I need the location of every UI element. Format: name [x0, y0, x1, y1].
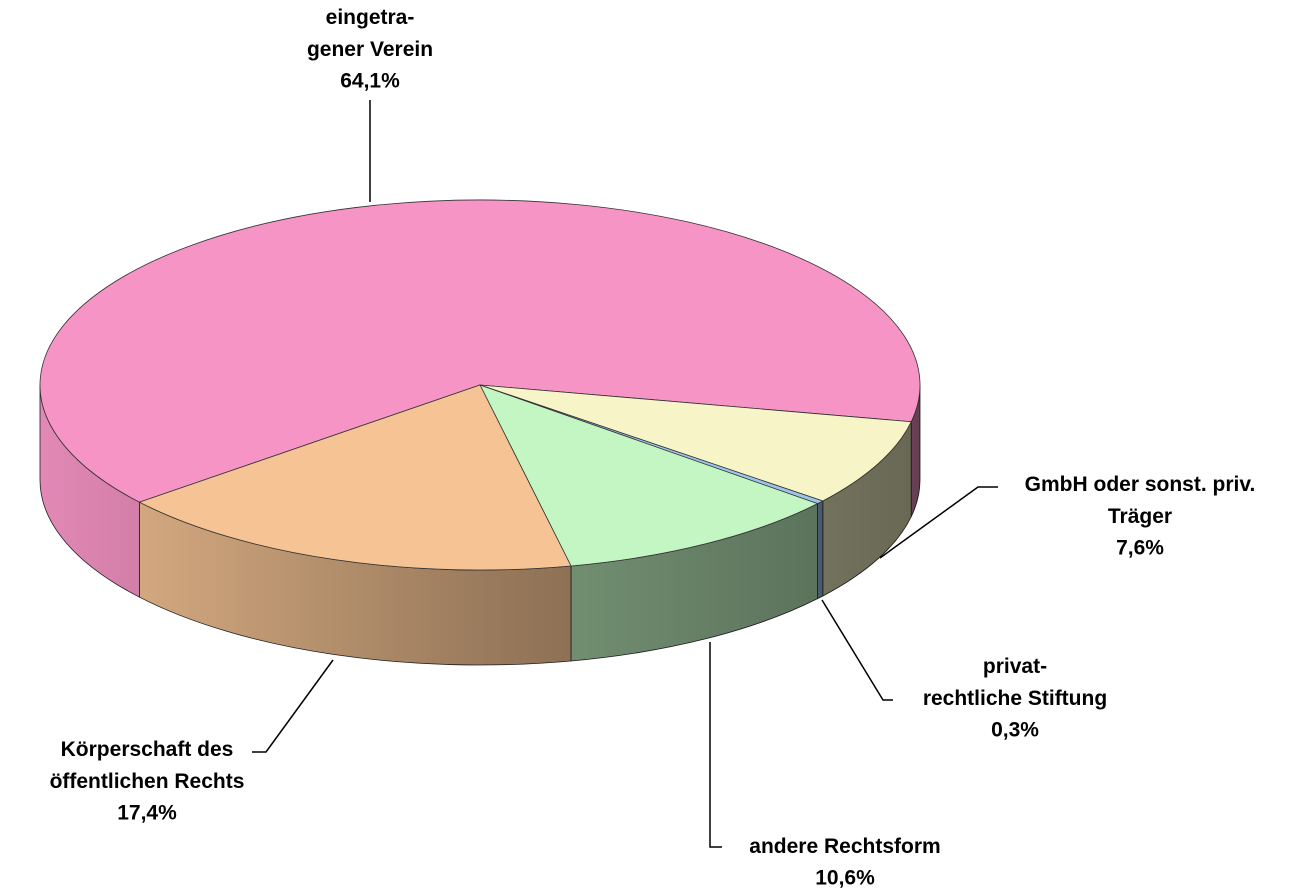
pie-slice: [138, 384, 572, 571]
slice-label: eingetra-gener Verein: [307, 6, 433, 61]
pie-side-shade: [571, 503, 818, 661]
value-label: 64,1%: [340, 70, 400, 93]
slice-label: Körperschaft des öffentlichen Rechts: [50, 738, 245, 793]
value-label: 10,6%: [815, 867, 875, 890]
pie-side-shade: [822, 421, 912, 596]
pie-slice: [479, 384, 819, 567]
pie-slice: [479, 384, 912, 502]
pie-tops: [39, 199, 921, 571]
pie-side-shade: [40, 385, 140, 598]
slice-label: GmbH oder sonst. priv. Träger: [1025, 473, 1256, 528]
leader-line: [821, 599, 893, 701]
pie-sides: [39, 384, 921, 666]
value-label: 17,4%: [117, 802, 177, 825]
value-label: 0,3%: [991, 719, 1039, 742]
pie-side-shade: [817, 500, 823, 599]
leader-line: [879, 486, 998, 559]
pie-slice: [39, 199, 921, 503]
pie-side-shade: [139, 502, 572, 665]
leader-line: [709, 642, 722, 848]
leader-line: [252, 659, 334, 753]
slice-label: privat-rechtliche Stiftung: [923, 655, 1107, 710]
slice-label: andere Rechtsform: [749, 835, 940, 858]
pie-side-shade: [911, 385, 920, 517]
value-label: 7,6%: [1116, 537, 1164, 560]
labels: eingetra-gener Verein 64,1% GmbH oder sons…: [50, 6, 1256, 890]
